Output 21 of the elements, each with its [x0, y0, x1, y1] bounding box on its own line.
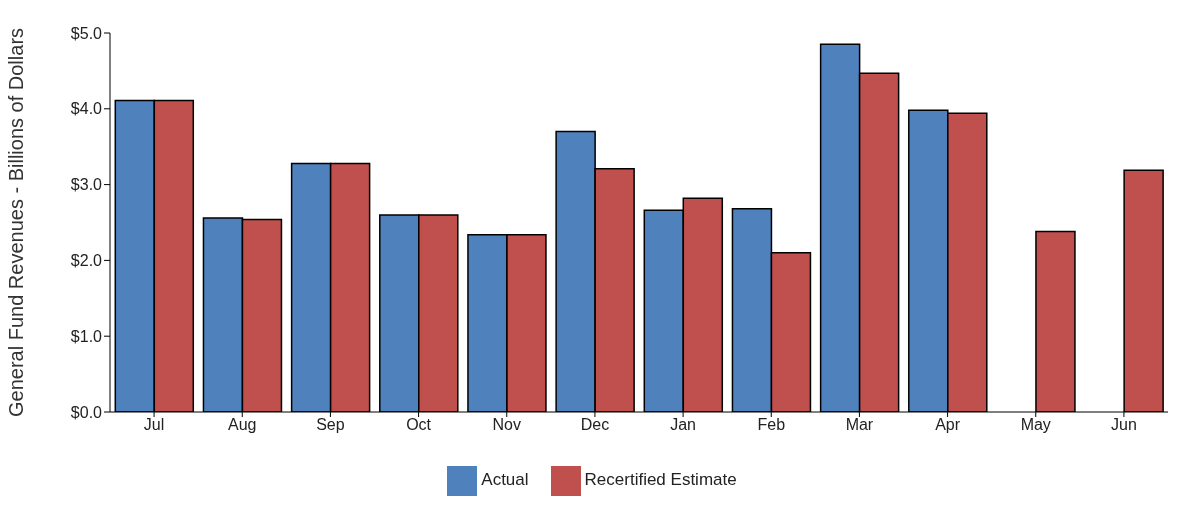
x-tick-label: May	[1020, 416, 1051, 434]
legend-label: Actual	[481, 470, 529, 490]
x-tick-label: Oct	[406, 416, 432, 434]
x-tick-label: Jun	[1111, 416, 1137, 434]
y-tick-label: $1.0	[70, 327, 103, 345]
x-tick-label: Jan	[670, 416, 696, 434]
x-tick-label: Jul	[143, 416, 165, 434]
x-tick-label: Dec	[580, 416, 610, 434]
legend-label: Recertified Estimate	[584, 470, 737, 490]
y-tick-label: $0.0	[70, 403, 103, 421]
y-tick-label: $2.0	[70, 252, 103, 270]
x-tick-label: Feb	[757, 416, 786, 434]
x-tick-label: Nov	[492, 416, 521, 434]
y-axis-title: General Fund Revenues - Billions of Dollars	[5, 27, 28, 418]
x-tick-label: Mar	[845, 416, 874, 434]
x-tick-label: Aug	[228, 416, 257, 434]
x-tick-label: Apr	[935, 416, 961, 434]
x-tick-label: Sep	[316, 416, 345, 434]
y-tick-label: $3.0	[70, 176, 103, 194]
y-tick-label: $5.0	[70, 24, 103, 42]
y-tick-label: $4.0	[70, 100, 103, 118]
